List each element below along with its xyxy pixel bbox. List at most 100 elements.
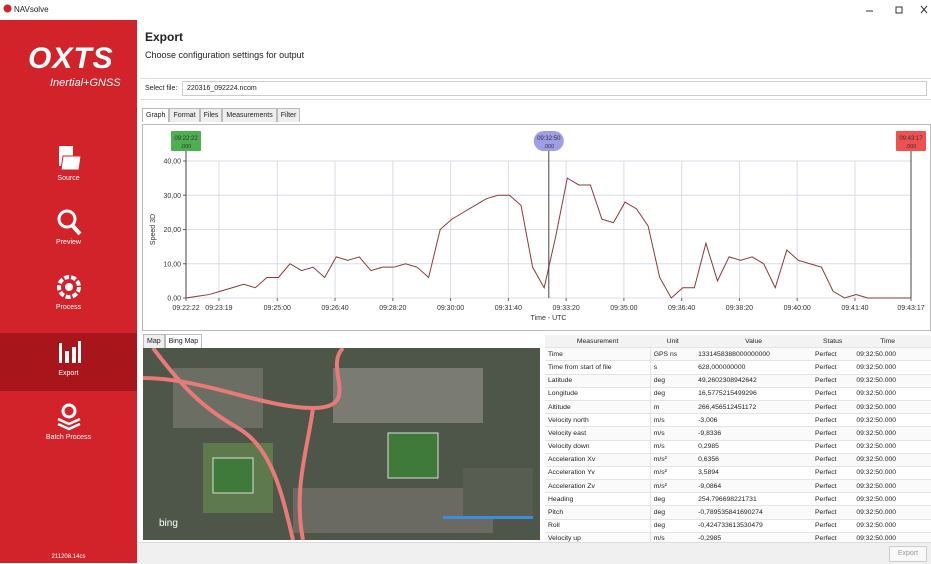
tab[interactable]: Filter bbox=[277, 108, 301, 122]
table-cell: Longitude bbox=[545, 387, 650, 400]
table-cell: 0,2985 bbox=[695, 440, 812, 453]
map-tab[interactable]: Bing Map bbox=[165, 334, 203, 348]
x-tick-label: 09:23:19 bbox=[205, 305, 232, 312]
x-tick-label: 09:43:17 bbox=[897, 305, 924, 312]
table-row: Velocity eastm/s-9,8336Perfect09:32:50.0… bbox=[545, 427, 931, 440]
x-tick-label: 09:28:20 bbox=[379, 305, 406, 312]
table-cell: 09:32:50.000 bbox=[853, 506, 922, 519]
table-cell-spacer bbox=[922, 414, 931, 427]
x-tick-label: 09:41:40 bbox=[841, 305, 868, 312]
title-bar: NAVsolve bbox=[0, 0, 931, 20]
nav-icon bbox=[55, 273, 83, 301]
table-cell: 254,796698221731 bbox=[695, 493, 812, 506]
y-tick-label: 30,00 bbox=[163, 193, 181, 200]
table-row: Altitudem266,456512451172Perfect09:32:50… bbox=[545, 400, 931, 413]
table-cell: Roll bbox=[545, 519, 650, 532]
table-cell: Latitude bbox=[545, 374, 650, 387]
table-row: Velocity northm/s-3,006Perfect09:32:50.0… bbox=[545, 414, 931, 427]
table-cell: 1331458388000000000 bbox=[695, 348, 812, 361]
x-tick-label: 09:22:22 bbox=[172, 305, 199, 312]
table-cell: Perfect bbox=[812, 374, 853, 387]
window-controls[interactable] bbox=[860, 4, 930, 16]
page-title: Export bbox=[145, 30, 183, 44]
table-cell: Velocity east bbox=[545, 427, 650, 440]
table-cell-spacer bbox=[922, 374, 931, 387]
tab[interactable]: Files bbox=[200, 108, 223, 122]
x-tick-label: 09:38:20 bbox=[726, 305, 753, 312]
x-tick-label: 09:35:00 bbox=[610, 305, 637, 312]
x-axis-label: Time - UTC bbox=[531, 315, 567, 322]
file-row: Select file: 220316_092224.ncom bbox=[140, 78, 931, 100]
table-cell: Perfect bbox=[812, 348, 853, 361]
nav-item[interactable]: Export bbox=[0, 333, 137, 391]
app-window: {"window": {"title": "NAVsolve"}, "sideb… bbox=[0, 0, 931, 563]
x-tick-label: 09:36:40 bbox=[668, 305, 695, 312]
table-cell: 628,000000000 bbox=[695, 361, 812, 374]
table-cell: deg bbox=[650, 519, 695, 532]
x-tick-label: 09:25:00 bbox=[264, 305, 291, 312]
nav-label: Source bbox=[57, 175, 79, 182]
cursor-label: 09:32:50 bbox=[537, 136, 561, 142]
table-cell: Velocity north bbox=[545, 414, 650, 427]
x-tick-label: 09:30:00 bbox=[437, 305, 464, 312]
nav-label: Batch Process bbox=[46, 434, 91, 441]
table-cell: Perfect bbox=[812, 387, 853, 400]
column-header: Value bbox=[695, 335, 812, 348]
map-view[interactable]: bing bbox=[143, 348, 540, 540]
table-cell: Acceleration Yv bbox=[545, 466, 650, 479]
table-cell-spacer bbox=[922, 400, 931, 413]
table-cell: 09:32:50.000 bbox=[853, 466, 922, 479]
nav-item[interactable]: Preview bbox=[0, 202, 137, 260]
column-header-spacer bbox=[922, 335, 931, 348]
cursor-label: 09:43:17 bbox=[899, 136, 923, 142]
table-cell: m/s² bbox=[650, 466, 695, 479]
table-cell: -0,424733613530479 bbox=[695, 519, 812, 532]
table-cell: 09:32:50.000 bbox=[853, 440, 922, 453]
tab[interactable]: Measurements bbox=[222, 108, 276, 122]
y-tick-label: 10,00 bbox=[163, 261, 181, 268]
table-cell: -3,006 bbox=[695, 414, 812, 427]
table-cell: deg bbox=[650, 387, 695, 400]
table-cell: Altitude bbox=[545, 400, 650, 413]
table-cell: Velocity down bbox=[545, 440, 650, 453]
export-button[interactable]: Export bbox=[889, 546, 927, 562]
table-cell: 09:32:50.000 bbox=[853, 387, 922, 400]
cursor-label: 09:22:22 bbox=[174, 136, 198, 142]
table-cell: 09:32:50.000 bbox=[853, 493, 922, 506]
version: 211208.14cs bbox=[0, 554, 137, 560]
table-cell: deg bbox=[650, 374, 695, 387]
file-select[interactable]: 220316_092224.ncom bbox=[182, 81, 927, 96]
table-cell-spacer bbox=[922, 427, 931, 440]
map-tab[interactable]: Map bbox=[143, 334, 165, 348]
nav-item[interactable]: Process bbox=[0, 267, 137, 325]
page-subtitle: Choose configuration settings for output bbox=[145, 50, 304, 60]
table-cell: Perfect bbox=[812, 453, 853, 466]
table-cell: -9,0864 bbox=[695, 480, 812, 493]
table-cell: 09:32:50.000 bbox=[853, 519, 922, 532]
tab[interactable]: Graph bbox=[142, 108, 169, 122]
tab[interactable]: Format bbox=[169, 108, 199, 122]
table-cell: m/s² bbox=[650, 453, 695, 466]
nav-item[interactable]: Batch Process bbox=[0, 397, 137, 455]
table-cell: Perfect bbox=[812, 493, 853, 506]
sidebar: OXTS Inertial+GNSS Source Preview Proces… bbox=[0, 20, 137, 563]
table-cell: 3,5894 bbox=[695, 466, 812, 479]
x-tick-label: 09:40:00 bbox=[784, 305, 811, 312]
table-cell-spacer bbox=[922, 493, 931, 506]
table-cell-spacer bbox=[922, 361, 931, 374]
table-cell-spacer bbox=[922, 506, 931, 519]
table-cell: Perfect bbox=[812, 506, 853, 519]
file-label: Select file: bbox=[145, 85, 177, 92]
tab-bar: Graph Format Files Measurements Filter bbox=[142, 108, 300, 122]
table-cell: m/s bbox=[650, 427, 695, 440]
cursor-sublabel: .000 bbox=[543, 144, 554, 150]
table-cell: Perfect bbox=[812, 519, 853, 532]
logo: OXTS bbox=[28, 42, 114, 76]
table-cell: GPS ns bbox=[650, 348, 695, 361]
nav-item[interactable]: Source bbox=[0, 138, 137, 196]
table-cell: Time from start of file bbox=[545, 361, 650, 374]
